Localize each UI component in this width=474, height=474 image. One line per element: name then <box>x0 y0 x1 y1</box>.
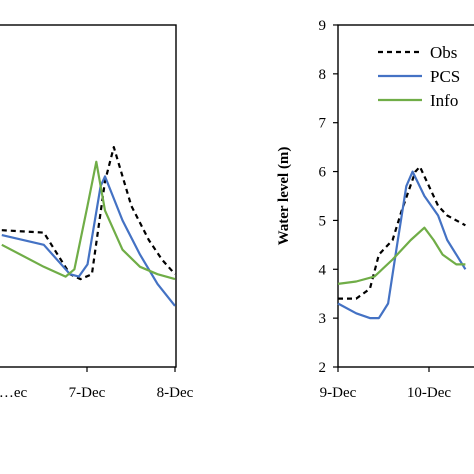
legend: Obs PCS Info <box>378 43 460 110</box>
right-x-tick-label: 10-Dec <box>407 385 451 401</box>
right-x-ticks: 9-Dec 10-Dec <box>320 367 451 401</box>
left-panel: …ec 7-Dec 8-Dec <box>0 24 194 401</box>
y-axis-title: Water level (m) <box>276 147 292 246</box>
series-line-obs <box>338 165 466 300</box>
series-line-obs <box>1 146 176 281</box>
right-y-tick-label: 9 <box>319 18 327 34</box>
right-x-tick-label: 9-Dec <box>320 385 357 401</box>
series-line-info <box>337 226 466 285</box>
left-x-ticks: …ec 7-Dec 8-Dec <box>0 367 194 401</box>
legend-label-pcs: PCS <box>430 67 460 86</box>
legend-label-obs: Obs <box>430 43 457 62</box>
left-plot-frame <box>0 24 177 368</box>
right-y-tick-label: 6 <box>319 165 327 181</box>
left-x-tick-label: …ec <box>0 385 27 401</box>
right-plot-frame <box>337 24 474 368</box>
right-y-tick-label: 8 <box>319 67 327 83</box>
series-line-info <box>1 160 176 281</box>
right-y-tick-label: 7 <box>319 116 327 132</box>
series-line-pcs <box>337 170 467 320</box>
right-y-tick-label: 3 <box>319 311 327 327</box>
left-x-tick-label: 8-Dec <box>157 385 194 401</box>
right-y-tick-label: 2 <box>319 360 327 376</box>
right-y-tick-label: 4 <box>319 262 327 278</box>
left-series-layer <box>1 146 176 307</box>
right-series-layer <box>337 165 467 320</box>
right-y-ticks: 2 3 4 5 6 7 8 9 <box>319 18 338 376</box>
right-panel: 2 3 4 5 6 7 8 9 9-Dec 10-Dec Water level (m) Obs… <box>276 18 474 401</box>
right-y-tick-label: 5 <box>319 213 327 229</box>
legend-label-info: Info <box>430 91 458 110</box>
left-x-tick-label: 7-Dec <box>69 385 106 401</box>
